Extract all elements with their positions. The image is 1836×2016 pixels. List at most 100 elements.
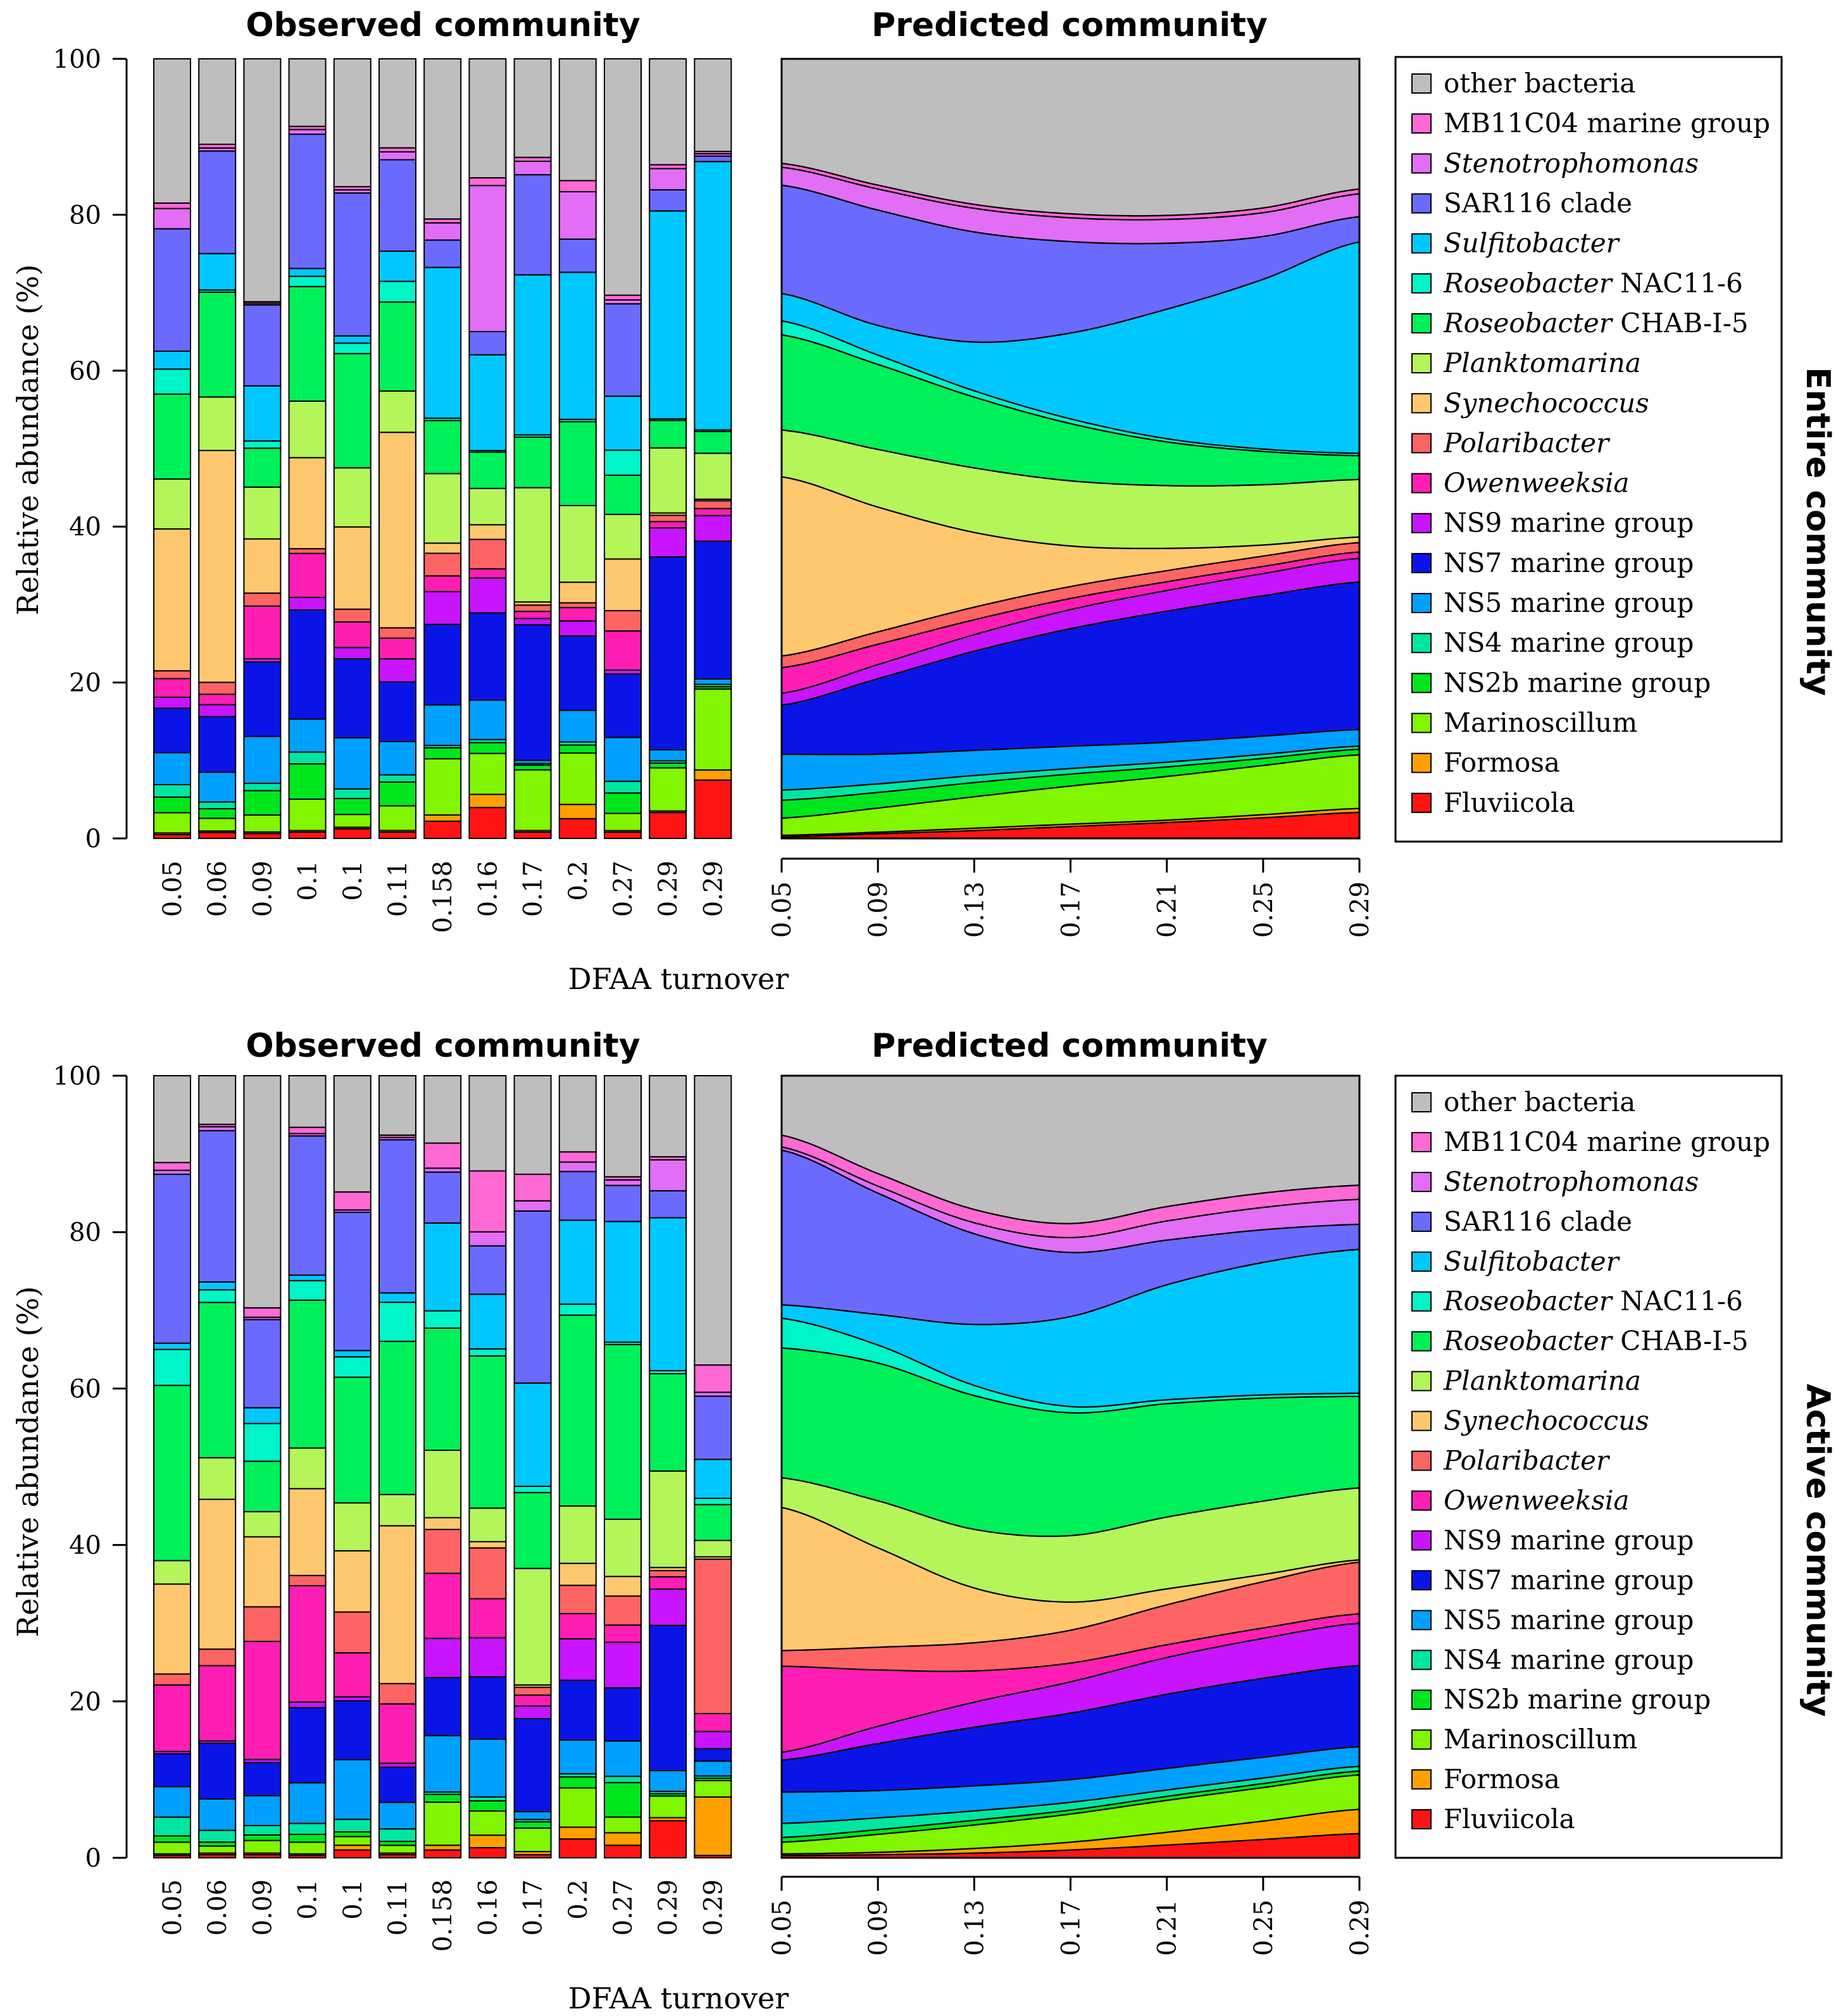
legend-label-italic: Polaribacter — [1443, 427, 1611, 458]
legend-swatch — [1411, 792, 1432, 813]
bar-segment-stenotrophomonas — [468, 185, 507, 333]
legend-item-other-bacteria: other bacteria — [1411, 1086, 1635, 1117]
bar-segment-ns5-marine-group — [423, 704, 462, 747]
bar-0 — [153, 1075, 191, 1858]
bar-segment-ns9-marine-group — [288, 1702, 327, 1708]
bar-1 — [198, 58, 237, 839]
bar-segment-ns7-marine-group — [604, 1687, 642, 1742]
y-tick-label: 60 — [69, 357, 101, 386]
bar-segment-mb11c04-marine-group — [333, 1191, 372, 1211]
bar-segment-polaribacter — [378, 1683, 416, 1705]
bar-segment-sulfitobacter — [513, 1382, 552, 1487]
bar-segment-other-bacteria — [288, 1075, 327, 1128]
legend-item-stenotrophomonas: Stenotrophomonas — [1411, 1166, 1699, 1197]
bar-segment-planktomarina — [649, 447, 687, 514]
bar-segment-other-bacteria — [513, 58, 552, 158]
x-axis-label: DFAA turnover — [568, 1981, 789, 2015]
bar-segment-polaribacter — [423, 552, 462, 577]
bar-segment-other-bacteria — [513, 1075, 552, 1175]
legend-item-sar116-clade: SAR116 clade — [1411, 187, 1632, 218]
bar-segment-polaribacter — [649, 1570, 687, 1577]
bar-segment-polaribacter — [423, 1529, 462, 1574]
legend-label: Formosa — [1444, 747, 1560, 778]
bar-segment-planktomarina — [243, 486, 282, 540]
bar-segment-roseobacter-chab-i-5 — [558, 421, 597, 506]
observed-x-ticks: 0.05 0.06 0.09 0.1 0.1 0.11 0.158 0.16 0.17 0.2 0.… — [158, 861, 728, 933]
bar-segment-ns9-marine-group — [288, 597, 327, 611]
legend-item-roseobacter-chab-i-5: Roseobacter CHAB-I-5 — [1411, 1326, 1749, 1357]
bar-segment-marinoscillum — [604, 1816, 642, 1834]
bar-segment-other-bacteria — [649, 1075, 687, 1158]
bar-segment-ns5-marine-group — [649, 749, 687, 762]
legend-item-mb11c04-marine-group: MB11C04 marine group — [1411, 108, 1770, 139]
x-tick-label: 0.21 — [1153, 881, 1182, 938]
legend-swatch — [1411, 153, 1432, 174]
bar-segment-sar116-clade — [694, 155, 732, 163]
bar-segment-ns5-marine-group — [558, 1739, 597, 1775]
legend-label-text: NS9 marine group — [1444, 1524, 1694, 1555]
bar-segment-ns7-marine-group — [558, 1679, 597, 1741]
bar-segment-owenweeksia — [558, 1613, 597, 1640]
predicted-title: Predicted community — [871, 1027, 1268, 1065]
bar-segment-formosa — [558, 1826, 597, 1840]
bar-segment-marinoscillum — [558, 1787, 597, 1828]
bar-5 — [378, 1075, 416, 1859]
bar-segment-sar116-clade — [153, 1173, 191, 1344]
legend-item-ns4-marine-group: NS4 marine group — [1411, 1644, 1694, 1675]
bar-segment-ns2b-marine-group — [153, 796, 191, 814]
x-tick-label: 0.27 — [609, 861, 638, 917]
bar-segment-formosa — [694, 1796, 732, 1857]
bar-segment-other-bacteria — [558, 58, 597, 182]
bar-segment-planktomarina — [604, 1518, 642, 1577]
legend-label-italic: Planktomarina — [1443, 347, 1641, 378]
bar-segment-sulfitobacter — [513, 274, 552, 436]
bar-segment-owenweeksia — [468, 1598, 507, 1639]
bar-segment-sulfitobacter — [333, 1350, 372, 1358]
legend-item-sulfitobacter: Sulfitobacter — [1411, 1246, 1621, 1277]
bar-segment-sulfitobacter — [378, 250, 416, 282]
bar-segment-sar116-clade — [513, 174, 552, 276]
legend-label-text: NS4 marine group — [1444, 1644, 1694, 1675]
bar-segment-roseobacter-chab-i-5 — [153, 1384, 191, 1562]
predicted-areas — [780, 58, 1361, 840]
bar-segment-marinoscillum — [333, 1836, 372, 1846]
bar-segment-marinoscillum — [513, 769, 552, 831]
bar-segment-ns5-marine-group — [198, 771, 237, 803]
bar-segment-ns2b-marine-group — [604, 1782, 642, 1818]
bar-segment-ns9-marine-group — [468, 577, 507, 614]
legend-label: Owenweeksia — [1444, 1484, 1629, 1515]
bar-segment-ns5-marine-group — [694, 678, 732, 685]
bar-segment-ns7-marine-group — [468, 1676, 507, 1740]
x-tick-label: 0.29 — [654, 861, 683, 917]
legend-item-stenotrophomonas: Stenotrophomonas — [1411, 147, 1699, 178]
bar-segment-marinoscillum — [649, 1795, 687, 1819]
bar-segment-synechococcus — [288, 457, 327, 550]
bar-segment-ns2b-marine-group — [288, 1833, 327, 1843]
bar-segment-ns7-marine-group — [198, 1743, 237, 1800]
x-tick-label: 0.29 — [699, 1879, 728, 1936]
legend-label: Roseobacter CHAB-I-5 — [1443, 308, 1749, 339]
bar-segment-formosa — [423, 1845, 462, 1851]
bar-segment-marinoscillum — [694, 688, 732, 771]
bar-segment-ns7-marine-group — [694, 540, 732, 680]
bar-segment-sulfitobacter — [604, 1221, 642, 1343]
bar-segment-owenweeksia — [288, 1584, 327, 1703]
plot-frame — [780, 1074, 1361, 1859]
bar-segment-ns9-marine-group — [423, 590, 462, 625]
legend-label: Owenweeksia — [1444, 468, 1629, 499]
bar-segment-ns5-marine-group — [604, 737, 642, 782]
bar-segment-polaribacter — [288, 1574, 327, 1586]
bar-4 — [333, 58, 372, 839]
bar-segment-roseobacter-chab-i-5 — [513, 1491, 552, 1569]
bar-segment-sar116-clade — [423, 1171, 462, 1224]
bar-segment-roseobacter-chab-i-5 — [243, 1460, 282, 1512]
bar-10 — [604, 58, 642, 839]
bar-segment-sar116-clade — [468, 331, 507, 356]
bar-segment-planktomarina — [288, 400, 327, 459]
bar-segment-polaribacter — [378, 627, 416, 639]
bar-segment-sar116-clade — [198, 150, 237, 254]
bar-segment-roseobacter-nac11-6 — [288, 1279, 327, 1301]
legend-item-owenweeksia: Owenweeksia — [1411, 468, 1629, 499]
x-tick-label: 0.13 — [960, 881, 989, 938]
bar-segment-roseobacter-chab-i-5 — [423, 420, 462, 475]
